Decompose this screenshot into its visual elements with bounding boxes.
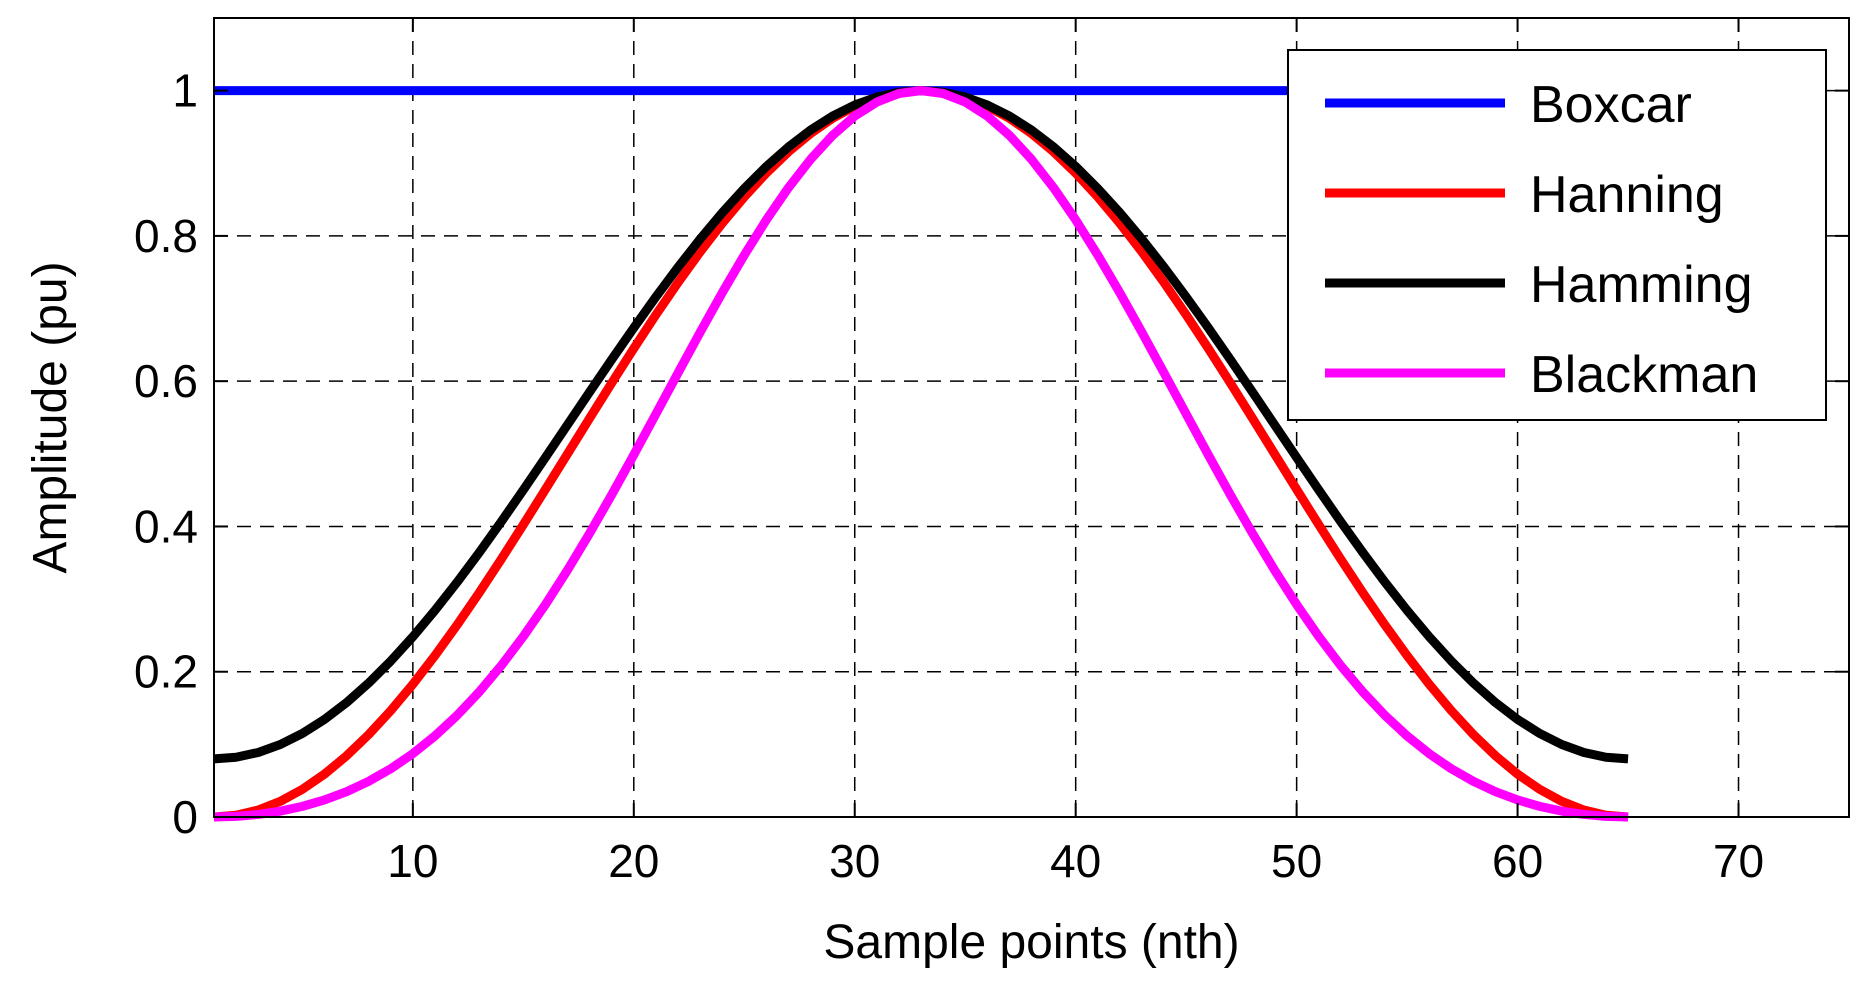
legend-label-blackman: Blackman xyxy=(1530,346,1758,404)
y-tick-label: 0.8 xyxy=(134,210,198,262)
legend-box xyxy=(1287,49,1827,421)
y-tick-label: 0.2 xyxy=(134,646,198,698)
legend-label-hamming: Hamming xyxy=(1530,256,1753,314)
series-line-blackman xyxy=(213,86,1629,822)
x-axis-title: Sample points (nth) xyxy=(823,916,1239,969)
plot-frame xyxy=(213,17,1850,818)
x-tick-label: 50 xyxy=(1271,835,1322,887)
x-tick-label: 30 xyxy=(829,835,880,887)
x-tick-label: 20 xyxy=(608,835,659,887)
y-tick-label: 0.6 xyxy=(134,355,198,407)
x-tick-label: 40 xyxy=(1050,835,1101,887)
y-axis-title: Amplitude (pu) xyxy=(24,261,77,573)
y-tick-label: 0.4 xyxy=(134,500,198,552)
legend-label-boxcar: Boxcar xyxy=(1530,76,1692,134)
data-series xyxy=(213,86,1629,822)
x-tick-label: 70 xyxy=(1713,835,1764,887)
x-tick-label: 60 xyxy=(1492,835,1543,887)
y-tick-label: 1 xyxy=(172,65,198,117)
legend-label-hanning: Hanning xyxy=(1530,166,1724,224)
legend: Boxcar Hanning Hamming Blackman xyxy=(1287,49,1827,421)
y-tick-label: 0 xyxy=(172,791,198,843)
x-tick-label: 10 xyxy=(387,835,438,887)
axis-ticks: 10 20 30 40 50 60 70 0 0.2 0.4 0.6 0.8 1 xyxy=(134,18,1849,887)
